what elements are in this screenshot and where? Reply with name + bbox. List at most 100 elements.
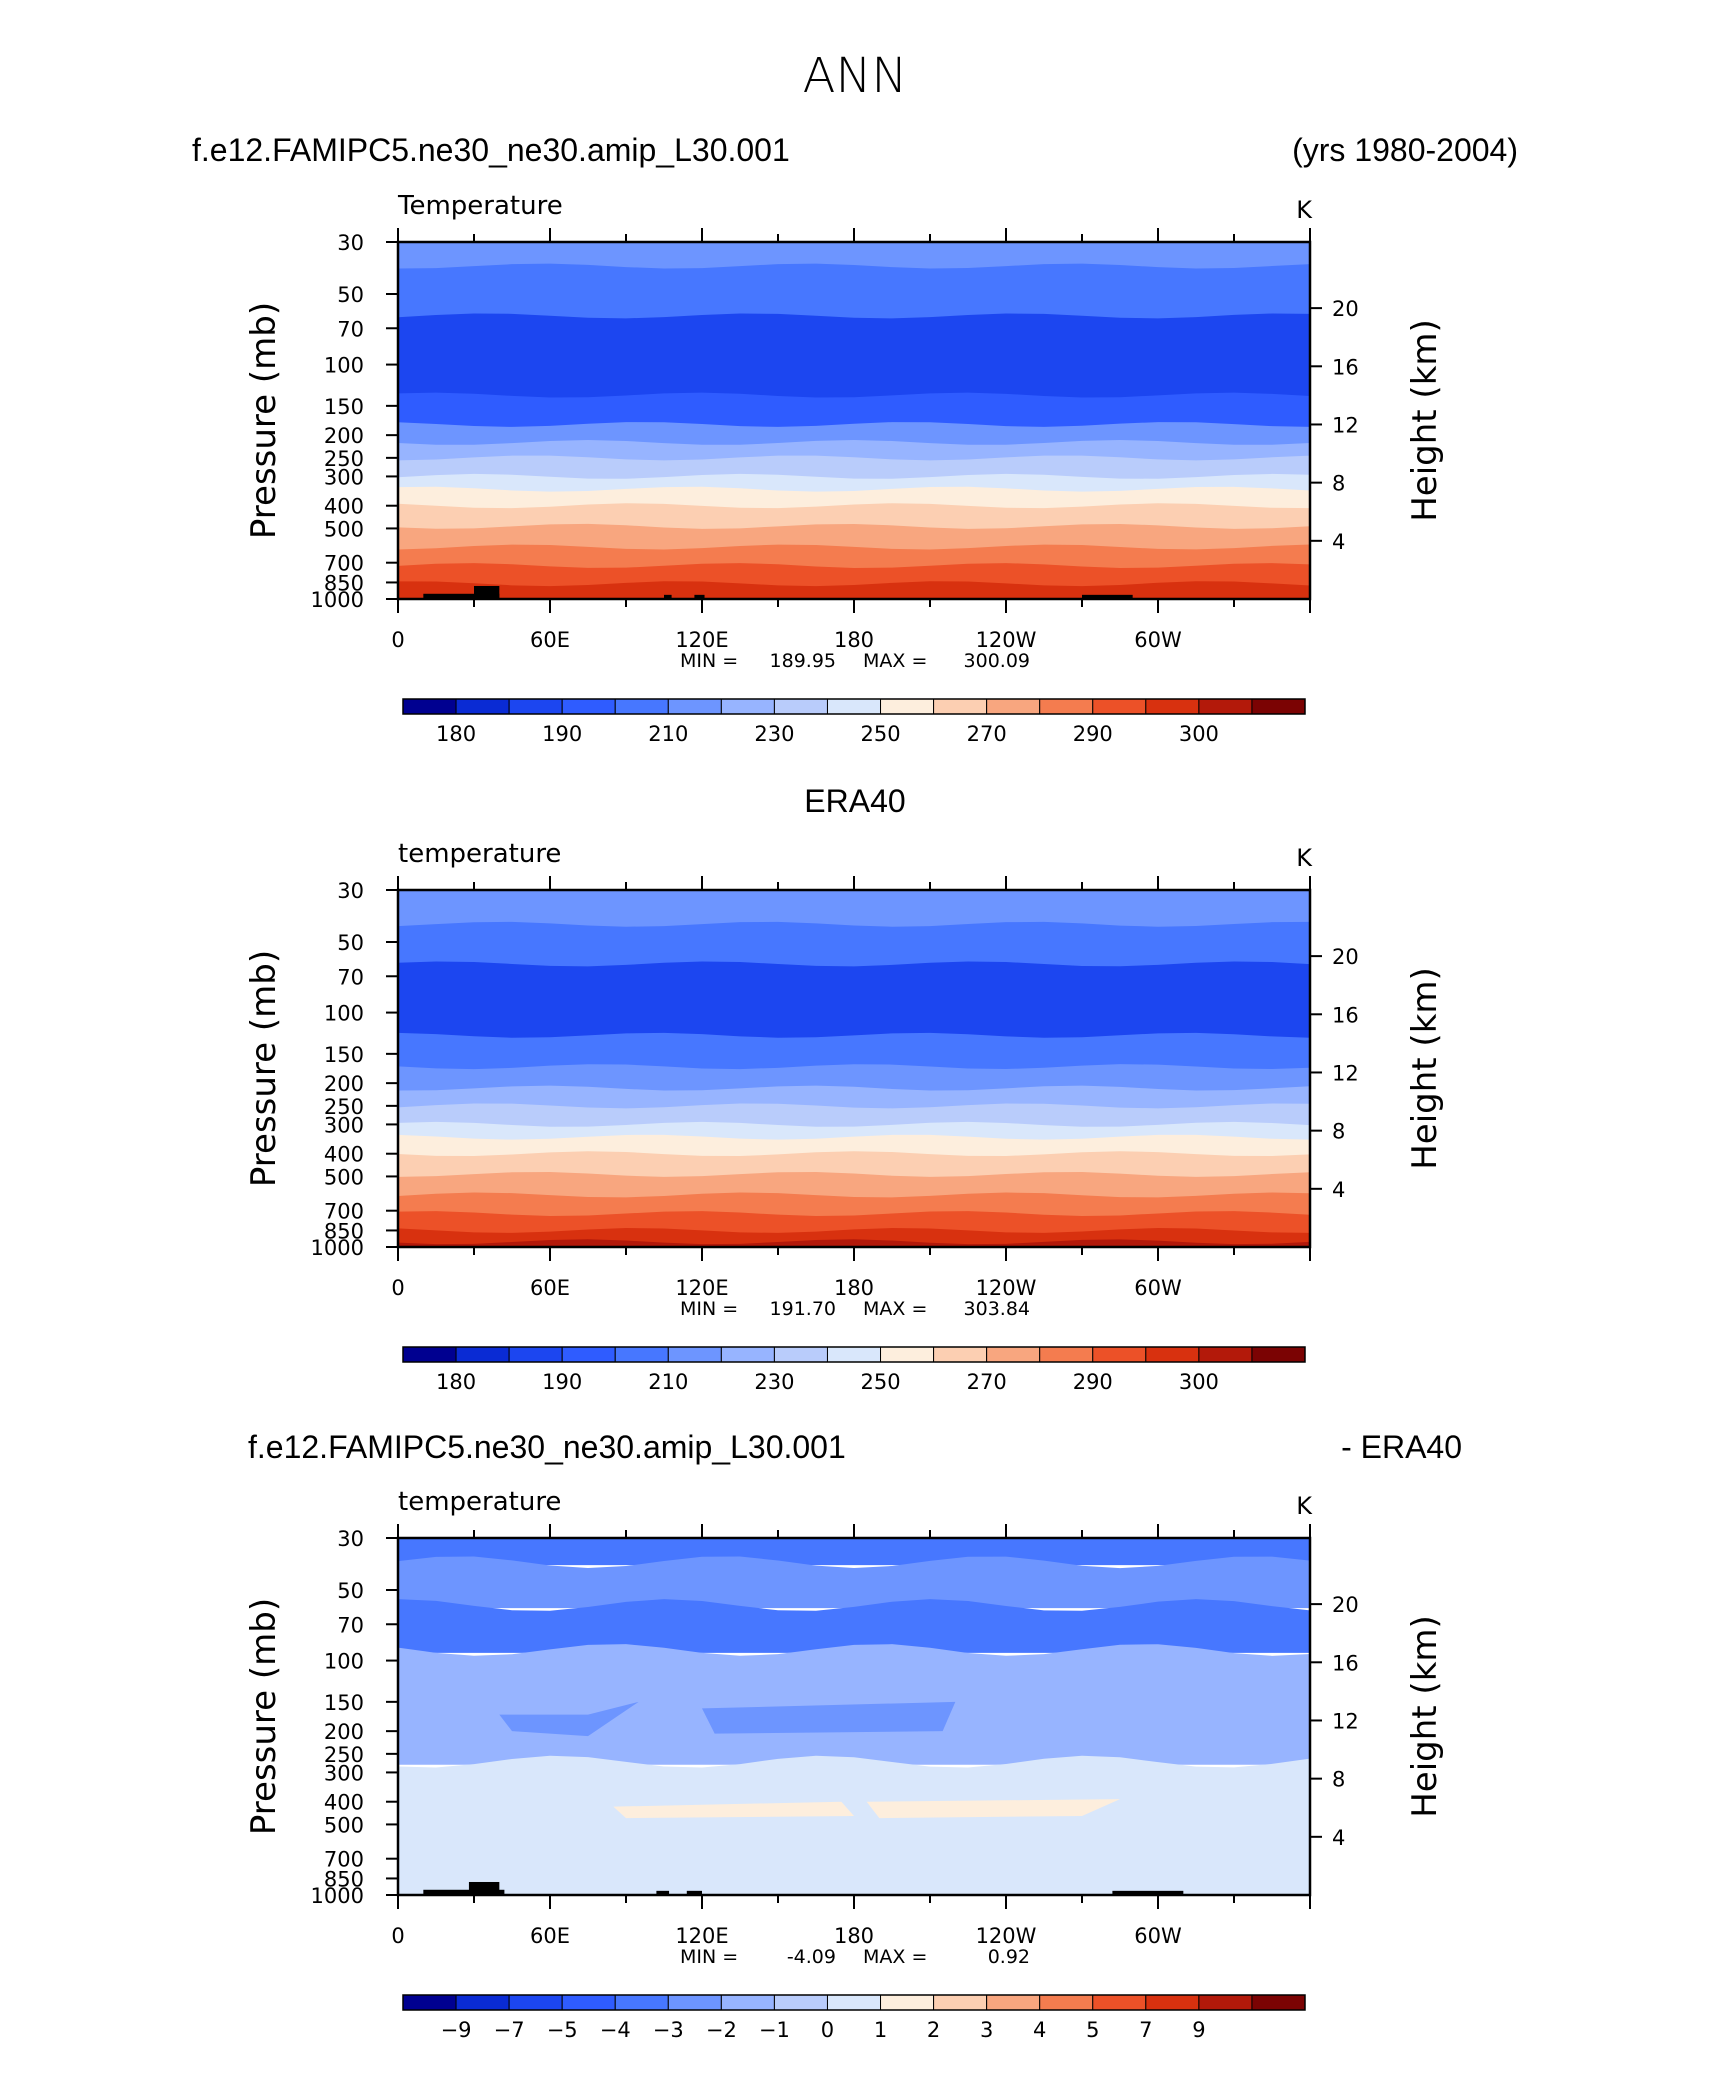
max-label: MAX = <box>863 650 927 672</box>
colorbar-swatch <box>508 1994 563 2011</box>
contour-band <box>398 921 1310 967</box>
contour-band <box>398 392 1310 428</box>
contour-band <box>398 1211 1310 1234</box>
colorbar-label: 5 <box>1086 2018 1099 2042</box>
y-tick-label: 700 <box>324 1200 364 1224</box>
colorbar-swatch <box>1198 698 1253 715</box>
colorbar-swatch <box>826 1994 882 2011</box>
colorbar-label: −4 <box>600 2018 631 2042</box>
colorbar-swatch <box>933 1994 988 2011</box>
y-tick-label: 500 <box>324 1813 364 1837</box>
anomaly-patch <box>499 1701 639 1737</box>
max-label: MAX = <box>863 1946 927 1968</box>
y-tick-label: 70 <box>337 1613 364 1637</box>
x-tick-label: 120W <box>976 1276 1037 1300</box>
plot-area <box>398 890 1310 1247</box>
panel-variable-title: Temperature <box>397 191 563 221</box>
colorbar-label: 2 <box>927 2018 940 2042</box>
colorbar-swatch <box>986 698 1041 715</box>
y-tick-label: 1000 <box>311 1884 364 1908</box>
colorbar-swatch <box>773 1346 828 1363</box>
colorbar-swatch <box>773 1994 828 2011</box>
contour-band <box>398 1064 1310 1092</box>
colorbar-swatch <box>455 698 510 715</box>
y-tick-label: 250 <box>324 1743 364 1767</box>
colorbar-swatch <box>773 698 828 715</box>
colorbar-label: 9 <box>1192 2018 1205 2042</box>
x-tick-label: 0 <box>391 1924 404 1948</box>
colorbar-label: −9 <box>441 2018 472 2042</box>
colorbar-swatch <box>986 1994 1041 2011</box>
topography-mask <box>474 585 500 599</box>
colorbar-swatch <box>826 1346 882 1363</box>
colorbar-label: 300 <box>1179 1370 1219 1394</box>
height-tick-label: 20 <box>1332 1593 1359 1617</box>
colorbar-swatch <box>986 1346 1041 1363</box>
colorbar-swatch <box>1251 1994 1306 2011</box>
min-value: -4.09 <box>787 1946 836 1968</box>
y-tick-label: 50 <box>337 1579 364 1603</box>
max-value: 0.92 <box>988 1946 1030 1968</box>
colorbar-label: −7 <box>494 2018 525 2042</box>
colorbar-swatch <box>667 698 722 715</box>
colorbar-label: 250 <box>860 722 900 746</box>
y-tick-label: 300 <box>324 1761 364 1785</box>
topography-mask <box>423 1889 505 1895</box>
contour-band <box>398 1134 1310 1157</box>
y-tick-label: 30 <box>337 1527 364 1551</box>
min-value: 189.95 <box>770 650 836 672</box>
contour-band <box>398 313 1310 399</box>
colorbar-label: 230 <box>754 1370 794 1394</box>
colorbar-label: 3 <box>980 2018 993 2042</box>
x-tick-label: 60E <box>530 1276 570 1300</box>
contour-band <box>398 455 1310 480</box>
colorbar-swatch <box>1092 698 1147 715</box>
topography-mask <box>694 594 705 599</box>
colorbar-swatch <box>508 1346 563 1363</box>
y-tick-label: 850 <box>324 1219 364 1243</box>
x-tick-label: 60W <box>1134 1276 1182 1300</box>
y-tick-label: 100 <box>324 1002 364 1026</box>
colorbar-swatch <box>1251 698 1306 715</box>
colorbar-swatch <box>402 698 457 715</box>
contour-band <box>398 1172 1310 1198</box>
x-tick-label: 120E <box>675 1276 728 1300</box>
y-tick-label: 30 <box>337 879 364 903</box>
min-label: MIN = <box>680 650 738 672</box>
height-tick-label: 8 <box>1332 1768 1345 1792</box>
panel-obs: 0 60E 120E 180 120W 60W3050701001502002503004… <box>244 839 1445 1394</box>
colorbar-swatch <box>720 1346 775 1363</box>
plot-area <box>398 242 1310 599</box>
height-tick-label: 8 <box>1332 472 1345 496</box>
contour-band <box>398 242 1310 270</box>
contour-band <box>398 263 1310 319</box>
x-tick-label: 180 <box>834 1924 874 1948</box>
colorbar-label: 230 <box>754 722 794 746</box>
panel-units: K <box>1296 1492 1313 1520</box>
x-tick-label: 120W <box>976 628 1037 652</box>
colorbar-label: −5 <box>547 2018 578 2042</box>
page-title: ANN <box>803 48 908 104</box>
colorbar-swatch <box>1092 1994 1147 2011</box>
y-tick-label: 70 <box>337 317 364 341</box>
y-tick-label: 1000 <box>311 1236 364 1260</box>
topography-mask <box>686 1890 702 1895</box>
panel-units: K <box>1296 844 1313 872</box>
y-tick-label: 400 <box>324 1791 364 1815</box>
colorbar-frame <box>402 1994 1306 2011</box>
y-tick-label: 500 <box>324 517 364 541</box>
height-tick-label: 12 <box>1332 1709 1359 1733</box>
colorbar-swatch <box>455 1346 510 1363</box>
contour-band <box>398 1151 1310 1178</box>
colorbar-label: 290 <box>1073 1370 1113 1394</box>
height-tick-label: 8 <box>1332 1120 1345 1144</box>
topography-mask <box>664 594 672 599</box>
colorbar-swatch <box>614 1346 669 1363</box>
y-tick-label: 300 <box>324 465 364 489</box>
case-name-header: f.e12.FAMIPC5.ne30_ne30.amip_L30.001 <box>192 132 790 168</box>
colorbar-label: −1 <box>759 2018 790 2042</box>
colorbar-label: 190 <box>542 722 582 746</box>
x-tick-label: 180 <box>834 628 874 652</box>
colorbar-swatch <box>402 1994 457 2011</box>
